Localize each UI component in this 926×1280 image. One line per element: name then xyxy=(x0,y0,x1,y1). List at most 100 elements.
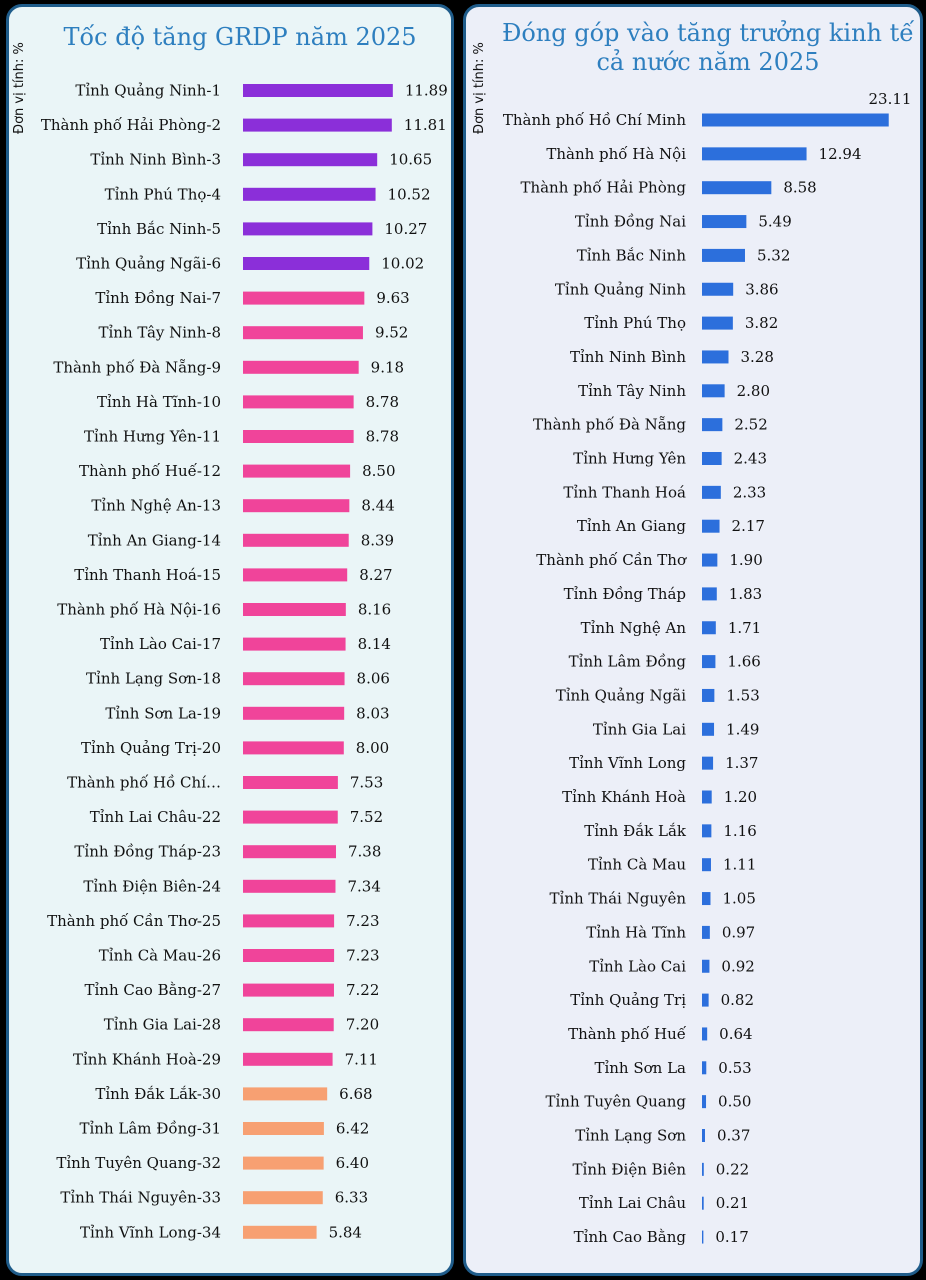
left-category-label-8: Tỉnh Tây Ninh-8 xyxy=(98,324,221,342)
right-value-label-14: 1.90 xyxy=(729,551,762,569)
right-value-label-25: 0.97 xyxy=(722,923,755,941)
right-category-label-34: Tỉnh Cao Bằng xyxy=(574,1228,687,1246)
right-bar-19 xyxy=(702,722,715,736)
left-bar-1 xyxy=(243,84,393,97)
left-bar-30 xyxy=(243,1087,328,1101)
right-value-label-9: 2.80 xyxy=(737,382,770,400)
right-value-label-7: 3.82 xyxy=(745,314,778,332)
right-bar-30 xyxy=(702,1095,707,1109)
left-bar-7 xyxy=(243,291,365,305)
left-bar-26 xyxy=(243,949,335,962)
left-value-label-15: 8.27 xyxy=(359,566,392,584)
right-bar-1 xyxy=(702,113,889,127)
left-category-label-24: Tỉnh Điện Biên-24 xyxy=(83,877,221,895)
left-category-label-27: Tỉnh Cao Bằng-27 xyxy=(85,981,222,999)
left-category-label-2: Thành phố Hải Phòng-2 xyxy=(41,116,221,134)
left-bar-23 xyxy=(243,845,336,859)
right-bar-21 xyxy=(702,790,712,804)
left-bar-6 xyxy=(243,257,370,270)
right-category-label-20: Tỉnh Vĩnh Long xyxy=(569,754,686,772)
right-value-label-19: 1.49 xyxy=(726,720,759,738)
left-value-label-34: 5.84 xyxy=(329,1223,362,1241)
right-category-label-26: Tỉnh Lào Cai xyxy=(589,957,686,975)
right-bar-15 xyxy=(702,587,717,601)
right-value-label-2: 12.94 xyxy=(819,145,862,163)
right-value-label-12: 2.33 xyxy=(733,483,766,501)
right-value-label-3: 8.58 xyxy=(783,179,816,197)
right-value-label-6: 3.86 xyxy=(745,280,778,298)
left-bar-25 xyxy=(243,914,335,928)
left-bar-18 xyxy=(243,672,345,686)
left-category-label-13: Tỉnh Nghệ An-13 xyxy=(91,497,221,515)
left-value-label-1: 11.89 xyxy=(405,82,448,100)
right-bar-10 xyxy=(702,418,723,432)
left-bar-21 xyxy=(243,776,338,789)
left-bar-33 xyxy=(243,1191,323,1205)
left-bar-2 xyxy=(243,118,392,132)
left-bar-28 xyxy=(243,1018,334,1032)
left-bar-22 xyxy=(243,810,338,824)
right-value-label-27: 0.82 xyxy=(721,991,754,1009)
left-value-label-20: 8.00 xyxy=(356,739,389,757)
right-value-label-13: 2.17 xyxy=(732,517,765,535)
left-category-label-5: Tỉnh Bắc Ninh-5 xyxy=(97,220,221,238)
left-bar-16 xyxy=(243,603,346,616)
right-category-label-2: Thành phố Hà Nội xyxy=(546,145,686,163)
left-bar-3 xyxy=(243,153,378,167)
left-bar-5 xyxy=(243,222,373,236)
left-bar-11 xyxy=(243,430,354,443)
right-bar-34 xyxy=(702,1230,704,1244)
left-value-label-21: 7.53 xyxy=(350,774,383,792)
left-category-label-23: Tỉnh Đồng Tháp-23 xyxy=(74,843,221,861)
left-bar-20 xyxy=(243,741,344,755)
right-value-label-23: 1.11 xyxy=(723,856,756,874)
left-category-label-1: Tỉnh Quảng Ninh-1 xyxy=(75,82,221,100)
left-bar-15 xyxy=(243,568,348,582)
left-bar-19 xyxy=(243,706,345,720)
right-bar-23 xyxy=(702,858,711,872)
left-bar-29 xyxy=(243,1052,333,1066)
left-value-label-26: 7.23 xyxy=(346,947,379,965)
right-value-label-30: 0.50 xyxy=(718,1093,751,1111)
right-value-label-8: 3.28 xyxy=(741,348,774,366)
left-bar-12 xyxy=(243,464,351,478)
left-value-label-31: 6.42 xyxy=(336,1120,369,1138)
right-bar-16 xyxy=(702,621,716,635)
left-bar-32 xyxy=(243,1156,324,1170)
right-value-label-32: 0.22 xyxy=(716,1160,749,1178)
left-category-label-29: Tỉnh Khánh Hoà-29 xyxy=(73,1050,221,1068)
left-category-label-32: Tỉnh Tuyên Quang-32 xyxy=(56,1154,221,1172)
left-value-label-7: 9.63 xyxy=(376,289,409,307)
right-category-label-28: Thành phố Huế xyxy=(568,1025,687,1043)
left-value-label-25: 7.23 xyxy=(346,912,379,930)
right-category-label-25: Tỉnh Hà Tĩnh xyxy=(586,923,686,941)
right-category-label-27: Tỉnh Quảng Trị xyxy=(570,991,686,1009)
right-category-label-4: Tỉnh Đồng Nai xyxy=(575,213,686,231)
right-bar-32 xyxy=(702,1162,704,1176)
left-category-label-25: Thành phố Cần Thơ-25 xyxy=(47,912,221,930)
left-bar-31 xyxy=(243,1122,324,1135)
right-title-line-2: cả nước năm 2025 xyxy=(596,48,820,76)
right-category-label-33: Tỉnh Lai Châu xyxy=(579,1194,686,1212)
right-bar-29 xyxy=(702,1061,707,1075)
right-bar-26 xyxy=(702,959,710,973)
left-category-label-15: Tỉnh Thanh Hoá-15 xyxy=(74,566,221,584)
right-category-label-7: Tỉnh Phú Thọ xyxy=(584,314,686,332)
left-value-label-30: 6.68 xyxy=(339,1085,372,1103)
right-category-label-19: Tỉnh Gia Lai xyxy=(593,720,686,738)
right-value-label-29: 0.53 xyxy=(718,1059,751,1077)
right-value-label-1: 23.11 xyxy=(869,90,912,108)
left-chart-panel: Tốc độ tăng GRDP năm 2025 xyxy=(6,4,454,1276)
right-category-label-9: Tỉnh Tây Ninh xyxy=(578,382,686,400)
left-value-label-19: 8.03 xyxy=(356,704,389,722)
left-category-label-3: Tỉnh Ninh Bình-3 xyxy=(90,151,221,169)
left-category-label-18: Tỉnh Lạng Sơn-18 xyxy=(86,670,221,688)
right-value-label-24: 1.05 xyxy=(722,890,755,908)
right-bar-9 xyxy=(702,384,725,398)
right-bar-12 xyxy=(702,485,721,499)
left-category-label-33: Tỉnh Thái Nguyên-33 xyxy=(60,1189,221,1207)
right-value-label-28: 0.64 xyxy=(719,1025,752,1043)
left-value-label-9: 9.18 xyxy=(371,358,404,376)
left-bar-27 xyxy=(243,983,334,997)
right-bar-22 xyxy=(702,824,712,838)
